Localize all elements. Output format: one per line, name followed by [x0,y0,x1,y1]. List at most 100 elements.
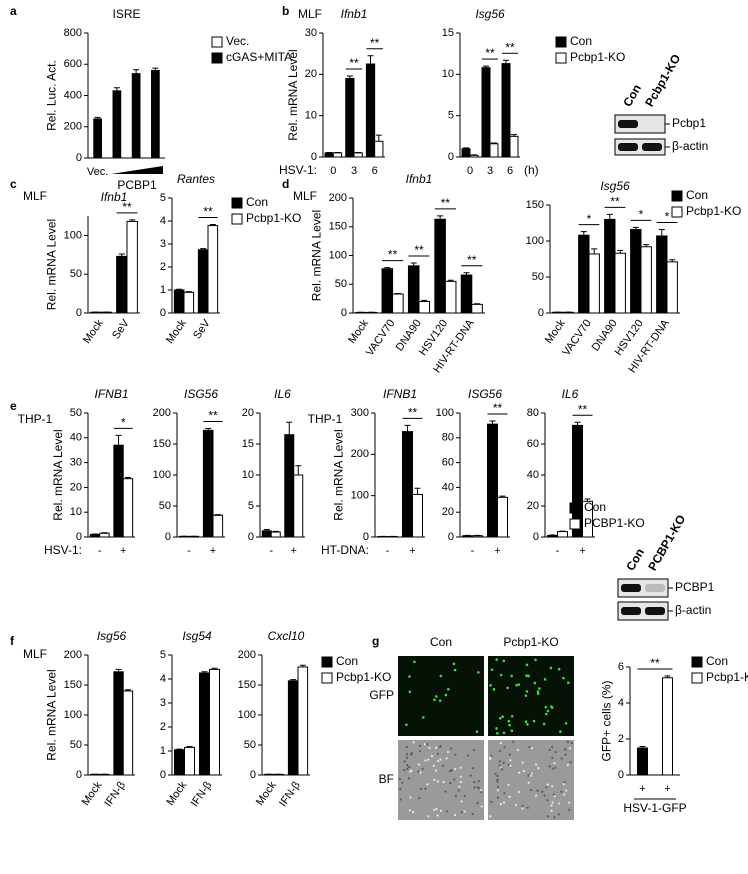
cell-dot [426,783,429,786]
significance-label: ** [493,401,503,415]
bar [353,152,363,158]
cell-dot [419,771,422,774]
panel-letter: c [10,177,17,191]
cell-dot [422,716,425,719]
micrograph [398,656,484,736]
cell-dot [554,766,557,770]
panel-letter: e [10,399,17,413]
cell-dot [527,781,530,784]
blot-band [621,584,641,592]
cell-dot [449,781,452,785]
y-tick-label: 0 [160,307,166,319]
y-tick-label: 50 [70,407,82,419]
bar [407,265,420,314]
cell-dot [476,786,479,789]
cell-dot [560,790,563,793]
bar [93,118,102,159]
chart-title: Ifnb1 [406,172,433,186]
cell-dot [410,752,413,755]
y-tick-label: 40 [70,432,82,444]
blot-band-label: β-actin [672,139,708,153]
cell-dot [507,783,510,787]
y-tick-label: 0 [76,531,82,543]
blot-column-label: Con [623,546,647,573]
cell-dot [564,753,567,756]
y-axis-label: Rel. mRNA Level [45,669,59,760]
chart-title: Isg56 [475,7,505,21]
cell-dot [446,750,450,754]
legend-label: PCBP1-KO [584,516,645,530]
bar [183,291,195,314]
cell-dot [463,810,466,813]
bar [293,474,304,538]
error-bar [185,291,192,293]
cell-dot [403,768,406,772]
bar [489,143,499,158]
cell-dot [499,749,502,753]
y-tick-label: 200 [351,448,369,460]
bar [662,677,673,776]
bar [381,268,394,314]
legend-swatch [569,518,581,530]
cell-dot [512,740,515,744]
bar [412,493,423,538]
y-tick-label: 1 [160,284,166,296]
bar [126,220,138,314]
error-bar [124,689,131,691]
cell-dot [406,767,409,770]
x-tick-label: IFN-β [277,780,303,810]
error-bar [94,116,101,119]
cell-dot [480,789,483,792]
error-bar [606,213,613,220]
cell-dot [460,800,463,803]
error-bar [295,465,302,475]
cell-dot [548,748,551,751]
significance-label: ** [122,200,132,214]
cell-dot [427,758,430,761]
x-prefix: HSV-1: [279,163,317,177]
bar [345,77,355,158]
cell-dot [498,764,501,767]
y-axis-label: Rel. mRNA Level [45,219,59,310]
cell-dot [530,772,533,775]
cell-dot [564,722,568,725]
cell-dot [489,815,492,818]
cell-dot [502,761,505,765]
cell-dot [516,748,519,752]
cell-dot [543,794,546,797]
x-tick-label: Mock [164,317,189,346]
error-bar [205,428,212,431]
error-bar [499,495,506,498]
cell-dot [437,760,440,763]
bar [113,671,124,776]
cell-dot [501,715,504,719]
legend-swatch [691,672,703,684]
y-tick-label: 200 [153,407,171,419]
cell-dot [469,774,472,777]
x-tick-label: + [409,545,415,557]
error-bar [437,215,444,220]
legend-label: cGAS+MITA [226,50,292,64]
error-bar [124,476,131,479]
y-tick-label: 200 [238,649,256,661]
bar [261,530,272,538]
bar [324,152,334,158]
cell-dot [439,809,443,812]
legend-label: Pcbp1-KO [336,670,391,684]
significance-label: ** [578,402,588,416]
bar [666,261,678,314]
bar [462,535,473,538]
error-bar [118,253,125,257]
cell-dot [453,813,457,817]
cell-dot [534,763,538,766]
x-tick-label: + [210,545,216,557]
cell-dot [568,747,571,750]
legend-label: Pcbp1-KO [570,50,625,64]
error-bar [375,134,382,142]
y-tick-label: 50 [532,271,544,283]
cell-dot [559,730,562,733]
cell-dot [428,746,431,749]
cell-dot [551,785,554,788]
bar [207,225,219,314]
x-tick-label: Mock [346,317,371,346]
